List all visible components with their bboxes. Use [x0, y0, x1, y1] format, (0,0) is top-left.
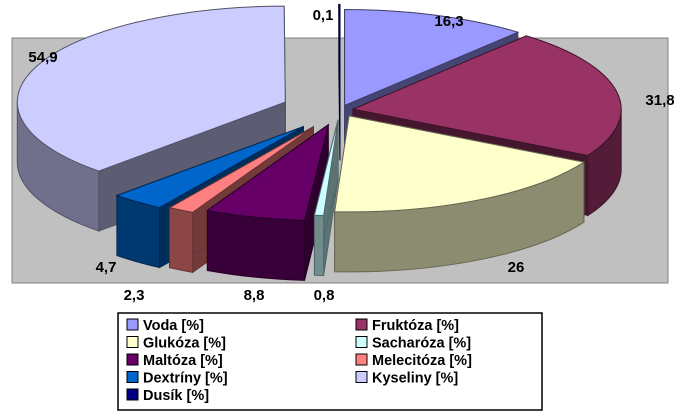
data-label: 31,8: [645, 92, 674, 109]
legend-label: Dextríny [%]: [143, 371, 228, 387]
legend-swatch: [126, 388, 139, 401]
data-label: 16,3: [434, 13, 463, 30]
legend-swatch: [126, 371, 139, 383]
legend-item: Sacharóza [%]: [355, 336, 471, 352]
legend-swatch: [126, 336, 139, 348]
legend-swatch: [355, 318, 368, 331]
data-labels: 16,3 31,8 26 0,8 8,8 2,3 4,7 54,9 0,1: [28, 7, 674, 304]
legend-item: Glukóza [%]: [126, 336, 226, 352]
legend-swatch: [126, 318, 139, 331]
legend-swatch: [126, 353, 139, 366]
legend-label: Melecitóza [%]: [372, 353, 472, 369]
legend-label: Kyseliny [%]: [372, 371, 458, 387]
slices-layer: [16, 3, 622, 281]
data-label: 54,9: [28, 49, 57, 66]
data-label: 0,8: [314, 287, 335, 304]
legend-swatch: [355, 336, 368, 348]
legend-item: Fruktóza [%]: [355, 318, 459, 334]
legend-item: Melecitóza [%]: [355, 353, 472, 369]
pie-slice: [334, 115, 586, 273]
data-label: 26: [508, 259, 525, 276]
legend: Voda [%] Fruktóza [%] Glukóza [%] Sacharóza…: [126, 318, 472, 404]
pie-slice: [313, 119, 339, 276]
legend-label: Sacharóza [%]: [372, 336, 471, 352]
data-label: 0,1: [313, 7, 334, 24]
pie-slice: [206, 123, 330, 281]
legend-item: Dextríny [%]: [126, 371, 228, 387]
legend-label: Dusík [%]: [143, 388, 209, 404]
data-label: 2,3: [124, 287, 145, 304]
legend-label: Fruktóza [%]: [372, 318, 459, 334]
legend-item: Kyseliny [%]: [355, 371, 458, 387]
pie-slice: [338, 3, 341, 161]
legend-label: Voda [%]: [143, 318, 204, 334]
legend-label: Maltóza [%]: [143, 353, 223, 369]
legend-item: Maltóza [%]: [126, 353, 223, 369]
legend-swatch: [355, 353, 368, 366]
data-label: 4,7: [96, 259, 117, 276]
legend-label: Glukóza [%]: [143, 336, 226, 352]
legend-item: Voda [%]: [126, 318, 204, 334]
data-label: 8,8: [244, 287, 265, 304]
legend-box: [117, 312, 543, 411]
legend-item: Dusík [%]: [126, 388, 209, 404]
legend-swatch: [355, 371, 368, 383]
